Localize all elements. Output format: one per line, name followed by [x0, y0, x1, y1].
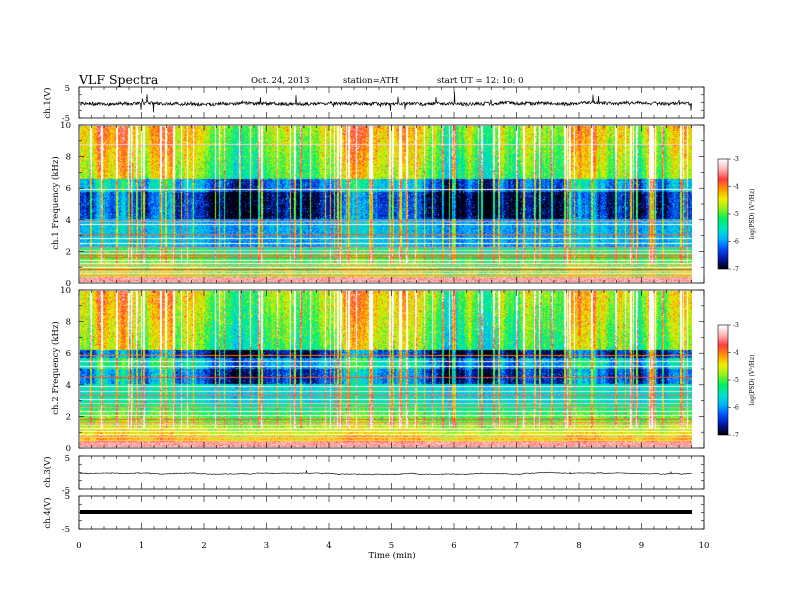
ch1-colorbar-scale: [718, 159, 728, 269]
freq-tick-label: 4: [66, 216, 71, 226]
colorbar-tick-label: -5: [733, 377, 739, 384]
figure-title: VLF Spectra: [78, 72, 159, 87]
ch3-waveform-ylabel: ch.3(V): [42, 456, 53, 487]
x-tick-label: 6: [451, 541, 456, 551]
freq-tick-label: 10: [60, 121, 71, 131]
ch3-waveform-trace: [80, 470, 693, 476]
x-tick-label: 5: [389, 541, 394, 551]
ch1-ytick-top: 5: [65, 84, 70, 94]
ch1-waveform-trace: [79, 92, 693, 113]
colorbar-tick-label: -4: [733, 350, 739, 357]
x-tick-label: 0: [76, 541, 81, 551]
start-time-label: start UT = 12: 10: 0: [437, 76, 524, 86]
station-label: station=ATH: [343, 76, 398, 86]
freq-tick-label: 8: [66, 318, 71, 328]
colorbar-tick-label: -5: [733, 211, 739, 218]
freq-tick-label: 0: [66, 444, 71, 454]
date-label: Oct. 24, 2013: [251, 76, 309, 86]
ch2-spectrogram-ylabel: ch.2 Frequency (kHz): [50, 321, 61, 414]
x-tick-label: 9: [639, 541, 644, 551]
ch1-colorbar-label: log(PSD) (V²/Hz): [749, 189, 756, 240]
ch2-colorbar-label: log(PSD) (V²/Hz): [749, 355, 756, 406]
ch3-ytick-bottom: -5: [62, 486, 70, 496]
x-tick-label: 8: [576, 541, 581, 551]
panel-ch1-spectrogram: 0 2 4 6 8 10 ch.1 Frequency (kHz): [50, 121, 705, 289]
freq-tick-label: 6: [66, 349, 71, 359]
panel-ch2-spectrogram: 0 2 4 6 8 10 ch.2 Frequency (kHz): [50, 286, 705, 454]
ch4-ytick-top: 5: [65, 492, 70, 502]
colorbar-tick-label: -3: [733, 156, 739, 163]
colorbar-ch2: -3 -4 -5 -6 -7 log(PSD) (V²/Hz): [717, 322, 756, 439]
freq-tick-label: 2: [66, 247, 71, 257]
ch3-ytick-top: 5: [65, 454, 70, 464]
colorbar-tick-label: -3: [733, 322, 739, 329]
ch2-colorbar-scale: [718, 325, 728, 435]
x-tick-label: 2: [201, 541, 206, 551]
time-tick-labels: 0 1 2 3 4 5 6 7 8 9 10: [76, 541, 709, 551]
x-tick-label: 1: [139, 541, 144, 551]
colorbar-tick-label: -7: [733, 432, 739, 439]
colorbar-ch1: -3 -4 -5 -6 -7 log(PSD) (V²/Hz): [717, 156, 756, 273]
freq-tick-label: 4: [66, 381, 71, 391]
ch1-waveform-ylabel: ch.1(V): [42, 87, 53, 118]
ch4-ytick-bottom: -5: [62, 525, 70, 535]
x-tick-label: 4: [326, 541, 331, 551]
ch4-waveform-trace: [80, 510, 692, 514]
x-tick-label: 7: [514, 541, 519, 551]
freq-tick-label: 8: [66, 153, 71, 163]
freq-tick-label: 10: [60, 286, 71, 296]
freq-tick-label: 0: [66, 279, 71, 289]
time-ticks: [78, 86, 705, 530]
ch1-spectrogram-image: [80, 126, 692, 282]
colorbar-tick-label: -6: [733, 405, 739, 412]
colorbar-tick-label: -4: [733, 184, 739, 191]
ch1-ytick-bottom: -5: [62, 114, 70, 124]
freq-tick-label: 2: [66, 412, 71, 422]
freq-tick-label: 6: [66, 184, 71, 194]
x-tick-label: 10: [699, 541, 710, 551]
ch2-spectrogram-image: [80, 291, 692, 447]
ch1-spectrogram-ylabel: ch.1 Frequency (kHz): [50, 156, 61, 249]
ch4-waveform-ylabel: ch.4(V): [42, 497, 53, 528]
x-tick-label: 3: [264, 541, 269, 551]
colorbar-tick-label: -6: [733, 239, 739, 246]
colorbar-tick-label: -7: [733, 266, 739, 273]
x-axis-label: Time (min): [368, 550, 415, 561]
